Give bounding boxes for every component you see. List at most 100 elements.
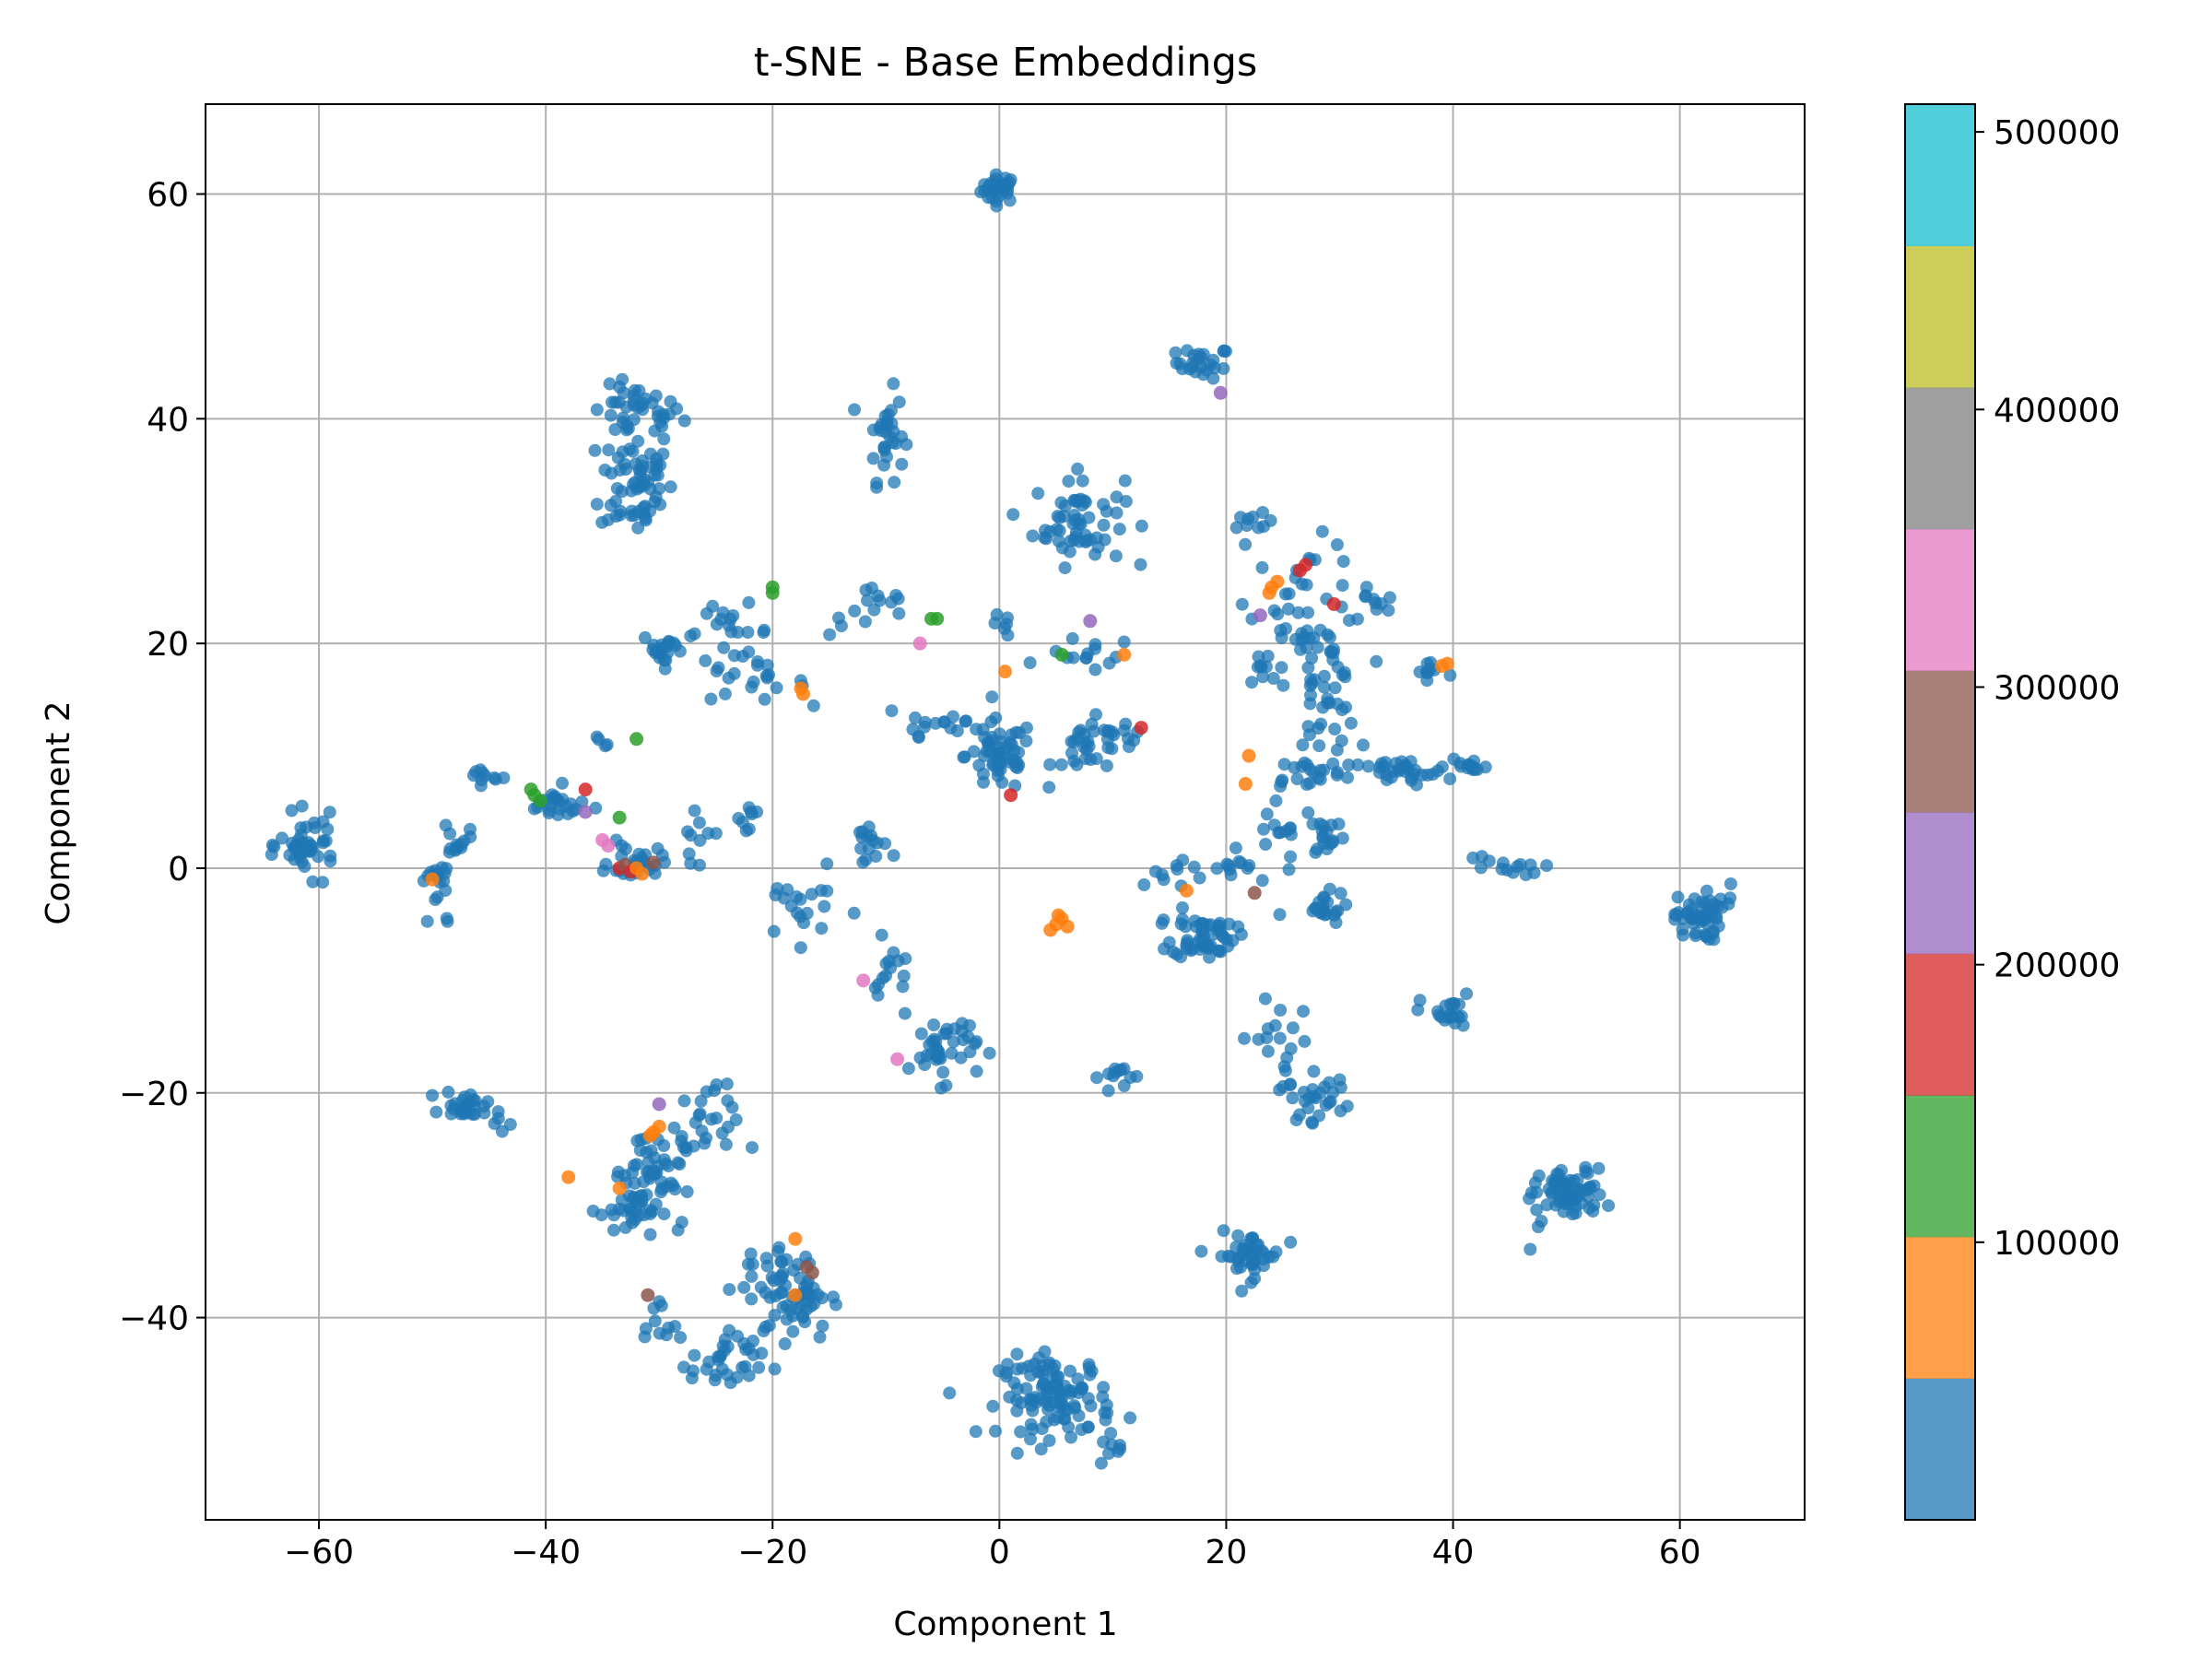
scatter-point [741, 1257, 755, 1271]
scatter-point [1169, 346, 1182, 359]
scatter-point-highlight [1051, 908, 1065, 923]
scatter-point [1535, 1215, 1548, 1228]
scatter-point [604, 408, 618, 422]
scatter-point [1075, 1423, 1088, 1437]
scatter-point [918, 1058, 932, 1072]
scatter-point [1187, 860, 1201, 874]
scatter-point [725, 1100, 739, 1114]
scatter-point [899, 952, 912, 966]
scatter-point [1194, 1244, 1208, 1258]
scatter-point [1546, 1174, 1559, 1187]
scatter-point [984, 176, 998, 190]
scatter-point [1540, 859, 1554, 873]
scatter-point [1527, 866, 1541, 879]
scatter-point [1023, 656, 1037, 670]
scatter-point [1317, 890, 1331, 904]
scatter-point [1315, 524, 1329, 538]
scatter-point [603, 377, 617, 391]
scatter-point [1220, 857, 1234, 871]
scatter-point-highlight [890, 1052, 905, 1066]
scatter-point [927, 1018, 941, 1031]
scatter-point [1051, 1390, 1065, 1404]
scatter-point [316, 876, 330, 889]
scatter-point [794, 941, 807, 955]
scatter-point [1050, 523, 1064, 536]
scatter-point [429, 1105, 443, 1119]
scatter-point [602, 443, 616, 457]
scatter-point [684, 856, 698, 870]
scatter-point [626, 444, 640, 458]
scatter-point [1288, 632, 1302, 646]
scatter-point [1279, 622, 1292, 635]
scatter-point [1072, 1409, 1086, 1423]
scatter-point [1301, 606, 1315, 619]
scatter-point [947, 710, 959, 724]
scatter-point-highlight [1043, 923, 1058, 937]
scatter-point [1179, 920, 1193, 934]
scatter-point [1706, 924, 1720, 938]
scatter-point [1235, 597, 1249, 611]
scatter-point [816, 1319, 830, 1333]
scatter-point-highlight [1004, 788, 1018, 803]
scatter-point [1123, 740, 1135, 754]
scatter-point [885, 704, 899, 718]
scatter-point [775, 1286, 789, 1300]
scatter-point [935, 1081, 947, 1095]
scatter-point [1000, 740, 1014, 754]
scatter-point [463, 1106, 477, 1120]
scatter-point [1317, 837, 1331, 851]
scatter-point-highlight [612, 1181, 627, 1195]
scatter-point [970, 1065, 983, 1078]
scatter-point [1676, 923, 1689, 936]
scatter-point [909, 711, 922, 724]
scatter-point [1089, 708, 1102, 722]
scatter-point [820, 884, 834, 898]
scatter-point [1282, 863, 1296, 877]
scatter-point [694, 1094, 708, 1108]
scatter-point [673, 1158, 687, 1171]
scatter-point [762, 668, 775, 682]
scatter-point [1524, 1186, 1538, 1200]
scatter-point [1065, 631, 1079, 645]
scatter-point [977, 775, 990, 789]
scatter-point [1335, 831, 1349, 845]
scatter-point [774, 1254, 788, 1268]
scatter-point [1321, 692, 1335, 706]
scatter-point [1313, 623, 1327, 637]
scatter-point [716, 1339, 730, 1353]
scatter-point [1257, 822, 1270, 836]
y-tick-label: −20 [119, 1076, 189, 1113]
scatter-point [995, 775, 1009, 789]
scatter-point [1342, 759, 1356, 771]
scatter-point [943, 1386, 957, 1400]
scatter-point [1229, 841, 1242, 855]
scatter-point [1206, 353, 1220, 367]
scatter-point [695, 1124, 709, 1138]
scatter-point [1586, 1205, 1600, 1218]
scatter-point [1724, 877, 1737, 890]
scatter-point [693, 833, 707, 847]
scatter-point [1054, 758, 1068, 771]
scatter-point [1036, 1367, 1050, 1381]
scatter-point [1592, 1161, 1606, 1175]
scatter-point [1040, 1415, 1053, 1429]
scatter-point [687, 1364, 700, 1378]
scatter-point [1344, 716, 1358, 730]
scatter-point [643, 1228, 657, 1241]
scatter-point [1064, 1364, 1077, 1378]
scatter-point [1006, 753, 1020, 767]
scatter-point [629, 1158, 643, 1171]
scatter-point [633, 1189, 647, 1203]
scatter-point [760, 658, 774, 672]
scatter-point [1248, 1263, 1262, 1277]
scatter-point [1304, 688, 1317, 702]
scatter-point [781, 883, 794, 897]
colorbar-tick-label: 500000 [1994, 114, 2120, 152]
scatter-point [1067, 735, 1081, 749]
scatter-point [1286, 1021, 1300, 1035]
scatter-point [1332, 818, 1346, 831]
scatter-point-highlight [578, 805, 593, 819]
scatter-point [1079, 535, 1093, 549]
scatter-point [747, 1335, 759, 1347]
colorbar-tick-label: 100000 [1994, 1225, 2120, 1263]
